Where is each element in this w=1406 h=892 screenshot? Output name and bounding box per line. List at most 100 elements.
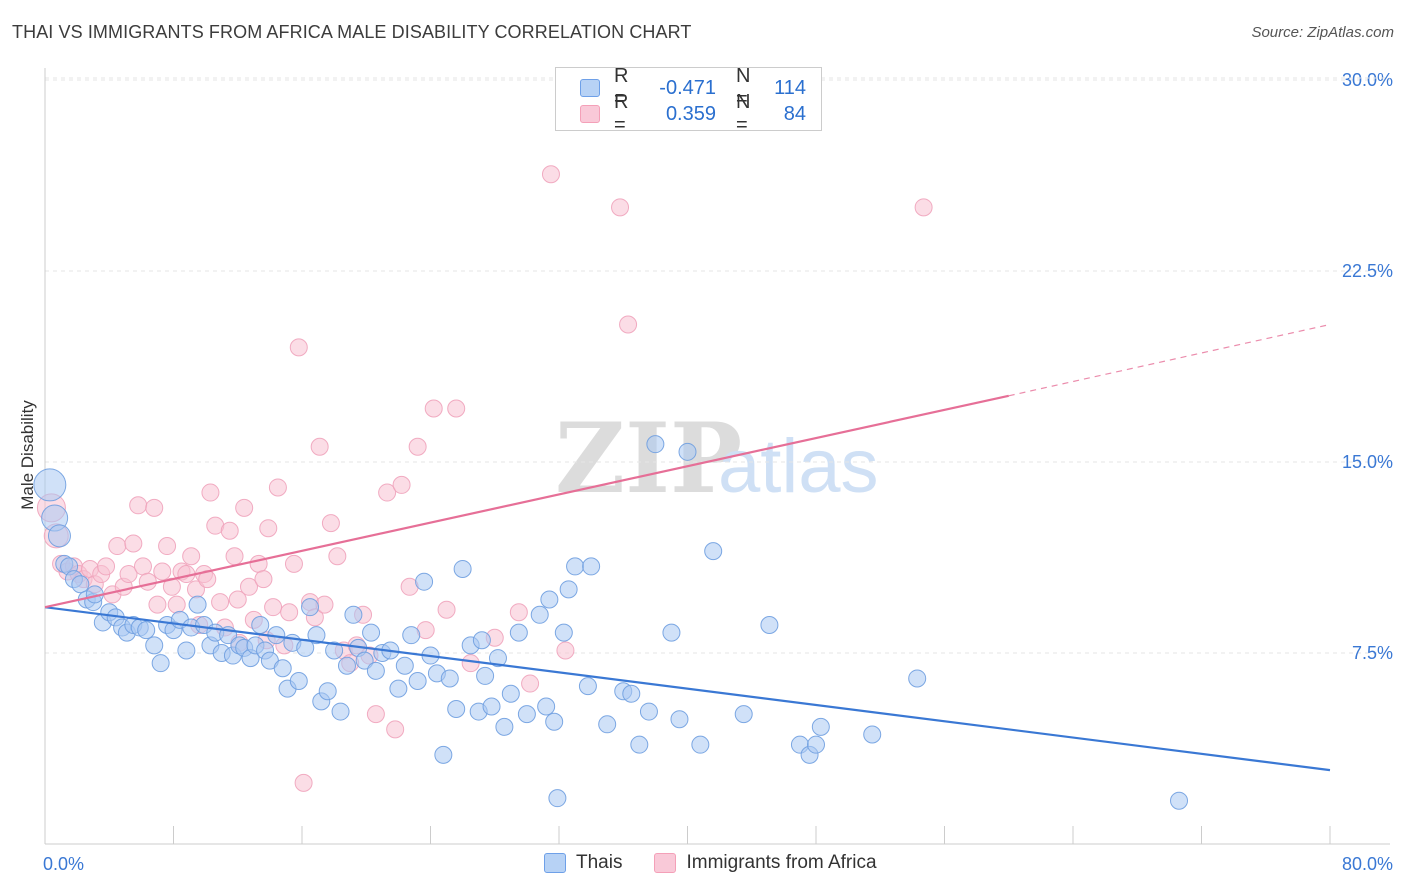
africa-point [611,198,630,217]
thais-point [273,659,292,678]
thais-point [251,615,270,634]
thais-point [760,615,779,634]
africa-point [225,547,244,566]
thais-point [554,623,573,642]
africa-point [182,547,201,566]
thais-point [337,656,356,675]
africa-point [392,475,411,494]
thais-point [307,626,326,645]
thais-point [540,590,559,609]
legend-r-value: -0.471 [659,76,716,99]
thais-point [71,575,90,594]
africa-point [294,773,313,792]
thais-point [908,669,927,688]
africa-point [264,598,283,617]
africa-point [521,674,540,693]
africa-point [321,514,340,533]
africa-point [220,521,239,540]
thais-point [811,717,830,736]
thais-point [704,542,723,561]
thais-point [670,710,689,729]
thais-point [366,661,385,680]
thais-point [578,677,597,696]
thais-point [344,605,363,624]
thais-point [408,672,427,691]
series-label-thais: Thais [576,852,623,873]
africa-point [153,562,172,581]
thais-point [453,559,472,578]
thais-point [331,702,350,721]
thais-point [325,641,344,660]
africa-trend-line [44,394,1009,609]
thais-point [639,702,658,721]
africa-point [461,654,480,673]
africa-point [129,496,148,515]
legend-n-label: N = [736,65,751,110]
africa-point [328,547,347,566]
legend-r-value: 0.359 [665,102,716,125]
thais-point [622,684,641,703]
y-tick-label: 7.5% [1352,643,1393,663]
y-tick-label: 22.5% [1342,261,1393,281]
legend-n-value: 84 [783,102,806,125]
thais-trend-line [44,606,1331,772]
thais-point [630,735,649,754]
thais-point [517,705,536,724]
thais-point [476,666,495,685]
thais-point [537,697,556,716]
thais-point [177,641,196,660]
africa-point [259,519,278,538]
thais-point [151,654,170,673]
thais-point [566,557,585,576]
africa-point [556,641,575,660]
thais-point [289,672,308,691]
series-swatch-thais [544,853,566,873]
africa-point [437,600,456,619]
thais-point [863,725,882,744]
legend-row-thais: R = -0.471 N = 114 [580,65,806,110]
thais-point [395,656,414,675]
africa-point [619,315,638,334]
thais-point [807,735,825,754]
chart-source: Source: ZipAtlas.com [1251,24,1394,41]
legend-swatch-africa [580,105,600,123]
legend-r-label: R = [614,91,629,136]
africa-point [201,483,220,502]
legend-n-label: N = [736,91,751,136]
africa-point [541,165,560,184]
thais-point [509,623,528,642]
africa-point [280,603,299,622]
thais-point [678,442,697,461]
x-tick-label: 0.0% [43,854,84,874]
thais-point [440,669,459,688]
y-axis-label: Male Disability [18,400,37,510]
africa-point [378,483,397,502]
thais-point [415,572,434,591]
africa-point [97,557,116,576]
thais-point [362,623,381,642]
thais-point [482,697,501,716]
thais-point [389,679,408,698]
africa-point [145,498,164,517]
africa-point [447,399,466,418]
thais-point [145,636,164,655]
thais-point [734,705,753,724]
africa-trend-extension [1008,323,1331,397]
series-legend: Thais Immigrants from Africa [544,852,909,874]
chart-title: THAI VS IMMIGRANTS FROM AFRICA MALE DISA… [12,22,692,42]
thais-point [402,626,421,645]
thais-point [598,715,617,734]
africa-point [386,720,405,739]
watermark-atlas: atlas [718,424,879,509]
thais-point [33,468,67,502]
africa-point [124,534,143,553]
thais-point [355,651,374,670]
thais-point [447,700,466,719]
africa-point [509,603,528,622]
africa-point [268,478,287,497]
stats-legend: R = -0.471 N = 114 R = 0.359 N = 84 [555,65,822,136]
africa-point [284,554,303,573]
africa-point [914,198,933,217]
thais-point [582,557,601,576]
